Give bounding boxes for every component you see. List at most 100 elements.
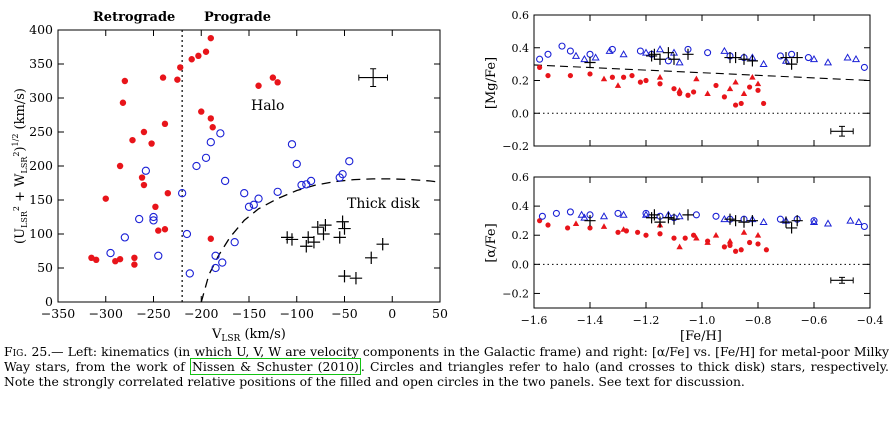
- rb-point-open-circle-0: [538, 212, 546, 220]
- rt-point-filled-circle-9: [657, 81, 663, 87]
- rt-ytick-label: 0.4: [512, 42, 530, 55]
- rb-point-open-triangle-9: [759, 217, 768, 226]
- rt-point-filled-circle-18: [747, 84, 753, 90]
- rt-data-points: [536, 42, 868, 137]
- rb-xtick-label: −0.4: [857, 314, 884, 327]
- rt-point-open-triangle-1: [580, 55, 589, 63]
- rb-error-bar: [830, 277, 854, 284]
- rt-point-open-circle-1: [544, 50, 552, 58]
- rt-point-filled-circle-4: [609, 74, 616, 80]
- left-point-plus-5: [311, 221, 324, 234]
- prograde-label: Prograde: [204, 10, 271, 25]
- rb-point-open-circle-8: [692, 211, 700, 219]
- left-point-open-circle-7: [177, 189, 187, 198]
- left-xtick-label: −200: [184, 306, 218, 321]
- left-xtick-label: −250: [136, 306, 170, 321]
- rt-point-filled-triangle-2: [656, 74, 664, 80]
- rt-point-open-triangle-14: [823, 58, 833, 66]
- rb-point-filled-circle-1: [545, 222, 551, 228]
- rt-point-open-triangle-9: [720, 46, 729, 54]
- left-point-open-circle-13: [216, 129, 225, 138]
- left-point-open-circle-17: [211, 251, 220, 260]
- rb-point-filled-circle-11: [691, 232, 697, 238]
- rt-point-open-triangle-15: [843, 53, 852, 61]
- rb-point-filled-triangle-8: [726, 237, 734, 244]
- alpha-fe-panel: −0.2 0.0 0.2 0.4 0.6 −1.6 −1.4 −1.2 −1.0 −0.8 −0.6…: [484, 171, 883, 344]
- rb-point-filled-triangle-10: [754, 232, 762, 238]
- rt-error-bar-caps: [830, 125, 854, 137]
- thick-disk-label: Thick disk: [347, 196, 420, 212]
- rt-ytick-label: 0.0: [512, 107, 530, 120]
- rt-point-open-triangle-5: [641, 48, 651, 56]
- rb-point-open-circle-4: [614, 209, 622, 217]
- rb-point-filled-triangle-5: [693, 234, 700, 241]
- rt-point-open-triangle-4: [619, 50, 628, 58]
- left-ytick-label: 200: [29, 158, 53, 173]
- left-point-filled-circle-14: [148, 140, 155, 147]
- rt-point-filled-circle-10: [671, 86, 677, 92]
- rt-point-filled-circle-15: [721, 94, 728, 100]
- left-point-plus-1: [285, 233, 299, 246]
- rb-point-filled-circle-8: [657, 231, 663, 237]
- rb-xtick-label: −0.6: [801, 314, 828, 327]
- rt-ylabel: [Mg/Fe]: [484, 57, 499, 109]
- rt-point-plus-9: [738, 53, 750, 65]
- rb-point-filled-circle-19: [763, 247, 770, 253]
- rt-point-filled-triangle-0: [600, 75, 608, 82]
- left-point-filled-circle-3: [112, 258, 119, 265]
- caption-text-before: — Left: kinematics (in which U, V, W are…: [4, 344, 889, 374]
- rb-ytick-label: 0.6: [512, 171, 530, 184]
- left-point-filled-circle-31: [255, 82, 262, 89]
- citation-link[interactable]: Nissen & Schuster (2010): [190, 358, 361, 375]
- caption-text-after: . Circles and triangles refer to halo (a…: [4, 359, 889, 389]
- rb-point-plus-2: [648, 209, 660, 221]
- rt-point-open-triangle-2: [591, 53, 600, 61]
- rt-point-plus-12: [786, 58, 798, 70]
- rt-point-filled-circle-6: [629, 72, 635, 79]
- left-ytick-label: 0: [45, 294, 53, 309]
- left-point-filled-circle-7: [121, 77, 129, 85]
- left-point-open-circle-10: [192, 161, 201, 171]
- rb-point-filled-circle-18: [755, 241, 761, 247]
- left-point-filled-circle-30: [207, 235, 214, 242]
- left-point-open-circle-5: [149, 216, 158, 225]
- left-error-bar-caps: [358, 68, 388, 87]
- left-point-filled-circle-20: [164, 190, 172, 197]
- rt-point-plus-2: [648, 48, 660, 60]
- left-xtick-label: 0: [388, 306, 396, 321]
- rb-data-points: [537, 208, 868, 284]
- rb-point-filled-triangle-6: [704, 239, 711, 245]
- rt-point-plus-13: [791, 51, 803, 64]
- rt-point-plus-3: [654, 53, 666, 65]
- rt-point-open-circle-15: [804, 54, 812, 62]
- rt-error-bar: [830, 126, 854, 137]
- rb-point-open-triangle-12: [823, 219, 833, 227]
- left-ytick-label: 100: [29, 226, 53, 241]
- rb-point-plus-12: [786, 222, 798, 234]
- left-point-filled-circle-13: [140, 181, 148, 189]
- rb-point-plus-7: [724, 213, 736, 225]
- left-xtick-label: −300: [89, 306, 123, 321]
- rb-point-filled-circle-4: [615, 229, 621, 235]
- left-point-filled-circle-10: [131, 254, 138, 261]
- rt-point-filled-triangle-4: [693, 75, 700, 82]
- rt-point-open-circle-16: [860, 63, 868, 71]
- left-point-filled-circle-33: [274, 79, 281, 86]
- rb-point-plus-1: [646, 212, 658, 224]
- rb-point-plus-4: [662, 212, 674, 224]
- rb-point-filled-circle-17: [747, 239, 753, 246]
- rt-point-open-circle-6: [636, 47, 644, 55]
- rt-point-plus-0: [584, 56, 596, 69]
- left-point-filled-circle-16: [155, 227, 162, 234]
- rb-point-open-triangle-6: [675, 212, 684, 220]
- left-error-bar: [358, 68, 388, 87]
- rt-point-open-circle-2: [558, 42, 566, 50]
- rt-point-filled-circle-14: [713, 82, 719, 89]
- rt-point-filled-triangle-8: [740, 90, 748, 96]
- left-point-open-circle-11: [201, 153, 211, 162]
- left-xtick-label: −150: [232, 306, 266, 321]
- rt-point-filled-triangle-10: [754, 80, 762, 87]
- rt-point-filled-triangle-7: [732, 78, 739, 85]
- left-point-filled-circle-17: [159, 74, 167, 81]
- rt-point-plus-10: [746, 55, 758, 67]
